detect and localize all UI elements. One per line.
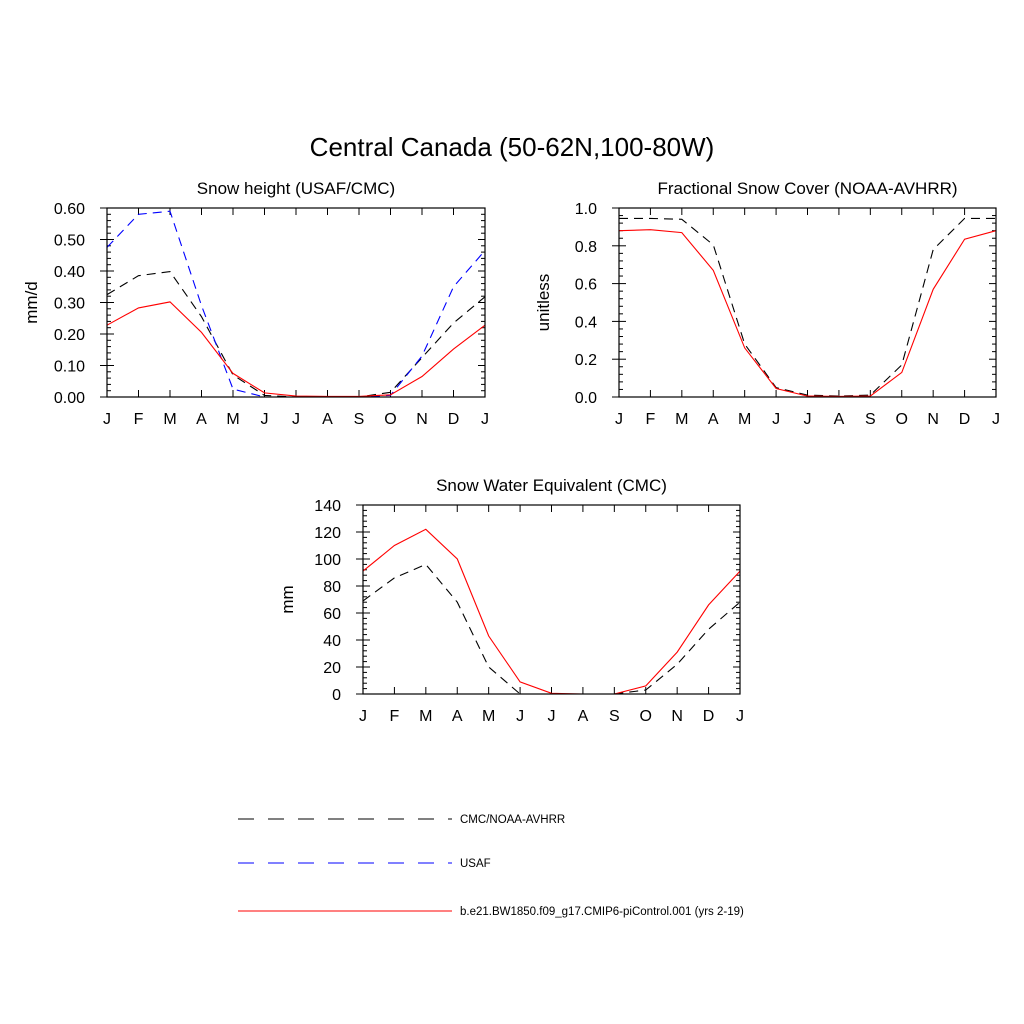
chart-title: Fractional Snow Cover (NOAA-AVHRR) bbox=[657, 179, 957, 198]
y-tick-label: 0.8 bbox=[575, 239, 597, 256]
x-tick-label: A bbox=[578, 708, 589, 725]
y-tick-label: 140 bbox=[314, 498, 341, 515]
x-tick-label: J bbox=[359, 708, 367, 725]
series-line-b-e21-bw1850-f09-g17-cmip6-picontrol-001-yrs-2-19 bbox=[106, 301, 486, 397]
x-tick-label: D bbox=[703, 708, 715, 725]
series-line-b-e21-bw1850-f09-g17-cmip6-picontrol-001-yrs-2-19 bbox=[618, 229, 997, 397]
x-tick-label: M bbox=[163, 411, 176, 428]
x-tick-label: N bbox=[927, 411, 939, 428]
x-tick-label: M bbox=[419, 708, 432, 725]
x-tick-label: J bbox=[548, 708, 556, 725]
y-tick-label: 0.4 bbox=[575, 314, 597, 331]
y-tick-label: 120 bbox=[314, 525, 341, 542]
legend-label: USAF bbox=[460, 858, 491, 870]
y-tick-label: 1.0 bbox=[575, 201, 597, 218]
chart-title: Snow height (USAF/CMC) bbox=[197, 179, 395, 198]
chart-swe: Snow Water Equivalent (CMC) mm J F M A M J J A S O N… bbox=[278, 476, 744, 725]
x-tick-label: A bbox=[322, 411, 333, 428]
chart-title: Snow Water Equivalent (CMC) bbox=[436, 476, 667, 495]
x-tick-label: N bbox=[671, 708, 683, 725]
y-tick-label: 0.0 bbox=[575, 390, 597, 407]
plot-frame bbox=[106, 207, 486, 398]
x-tick-label: M bbox=[482, 708, 495, 725]
x-tick-label: S bbox=[609, 708, 620, 725]
series-line-b-e21-bw1850-f09-g17-cmip6-picontrol-001-yrs-2-19 bbox=[362, 528, 741, 695]
x-tick-label: M bbox=[738, 411, 751, 428]
x-tick-label: J bbox=[481, 411, 489, 428]
x-tick-label: J bbox=[516, 708, 524, 725]
plot-frame bbox=[362, 504, 741, 695]
x-tick-label: J bbox=[736, 708, 744, 725]
legend: CMC/NOAA-AVHRR USAF b.e21.BW1850.f09_g17.C… bbox=[238, 814, 744, 918]
x-tick-label: J bbox=[772, 411, 780, 428]
y-tick-label: 0.6 bbox=[575, 277, 597, 294]
x-tick-label: M bbox=[226, 411, 239, 428]
x-tick-label: S bbox=[865, 411, 876, 428]
chart-snow-cover: Fractional Snow Cover (NOAA-AVHRR) unitle… bbox=[534, 179, 1000, 428]
x-tick-label: F bbox=[390, 708, 400, 725]
y-tick-label: 0.20 bbox=[54, 327, 85, 344]
x-tick-label: A bbox=[708, 411, 719, 428]
x-tick-label: F bbox=[134, 411, 144, 428]
legend-label: b.e21.BW1850.f09_g17.CMIP6-piControl.001… bbox=[460, 906, 744, 918]
y-tick-label: 0.60 bbox=[54, 201, 85, 218]
y-tick-label: 0.2 bbox=[575, 352, 597, 369]
series-line-usaf bbox=[106, 210, 486, 398]
x-tick-label: J bbox=[261, 411, 269, 428]
legend-label: CMC/NOAA-AVHRR bbox=[460, 814, 565, 826]
chart-panels: Snow height (USAF/CMC) mm/d J F M A M J J A S O N D J 0… bbox=[22, 179, 1000, 725]
chart-snow-height: Snow height (USAF/CMC) mm/d J F M A M J J A S O N D J 0… bbox=[22, 179, 489, 428]
x-tick-label: D bbox=[959, 411, 971, 428]
x-tick-label: A bbox=[452, 708, 463, 725]
x-tick-label: M bbox=[675, 411, 688, 428]
x-tick-label: O bbox=[384, 411, 396, 428]
x-tick-label: A bbox=[834, 411, 845, 428]
series-line-cmc-noaa-avhrr bbox=[362, 563, 741, 695]
x-tick-label: D bbox=[448, 411, 460, 428]
x-tick-label: F bbox=[646, 411, 656, 428]
y-tick-label: 0.50 bbox=[54, 233, 85, 250]
x-tick-label: N bbox=[416, 411, 428, 428]
y-tick-label: 100 bbox=[314, 552, 341, 569]
y-axis-label: mm/d bbox=[22, 281, 41, 324]
y-tick-label: 0.10 bbox=[54, 359, 85, 376]
y-tick-label: 0.30 bbox=[54, 296, 85, 313]
y-axis-label: unitless bbox=[534, 274, 553, 332]
y-tick-label: 20 bbox=[323, 660, 341, 677]
y-tick-label: 0 bbox=[332, 687, 341, 704]
figure-title: Central Canada (50-62N,100-80W) bbox=[310, 132, 715, 162]
y-tick-label: 0.40 bbox=[54, 264, 85, 281]
x-tick-label: O bbox=[640, 708, 652, 725]
x-tick-label: S bbox=[354, 411, 365, 428]
x-tick-label: J bbox=[615, 411, 623, 428]
plot-frame bbox=[618, 207, 997, 398]
series-line-cmc-noaa-avhrr bbox=[619, 217, 996, 397]
x-tick-label: J bbox=[292, 411, 300, 428]
x-tick-label: J bbox=[992, 411, 1000, 428]
y-tick-label: 40 bbox=[323, 633, 341, 650]
y-tick-label: 60 bbox=[323, 606, 341, 623]
x-tick-label: J bbox=[804, 411, 812, 428]
x-tick-label: O bbox=[896, 411, 908, 428]
series-line-cmc-noaa-avhrr bbox=[106, 271, 486, 398]
y-tick-label: 80 bbox=[323, 579, 341, 596]
x-tick-label: A bbox=[196, 411, 207, 428]
y-axis-label: mm bbox=[278, 585, 297, 613]
y-tick-label: 0.00 bbox=[54, 390, 85, 407]
x-tick-label: J bbox=[103, 411, 111, 428]
